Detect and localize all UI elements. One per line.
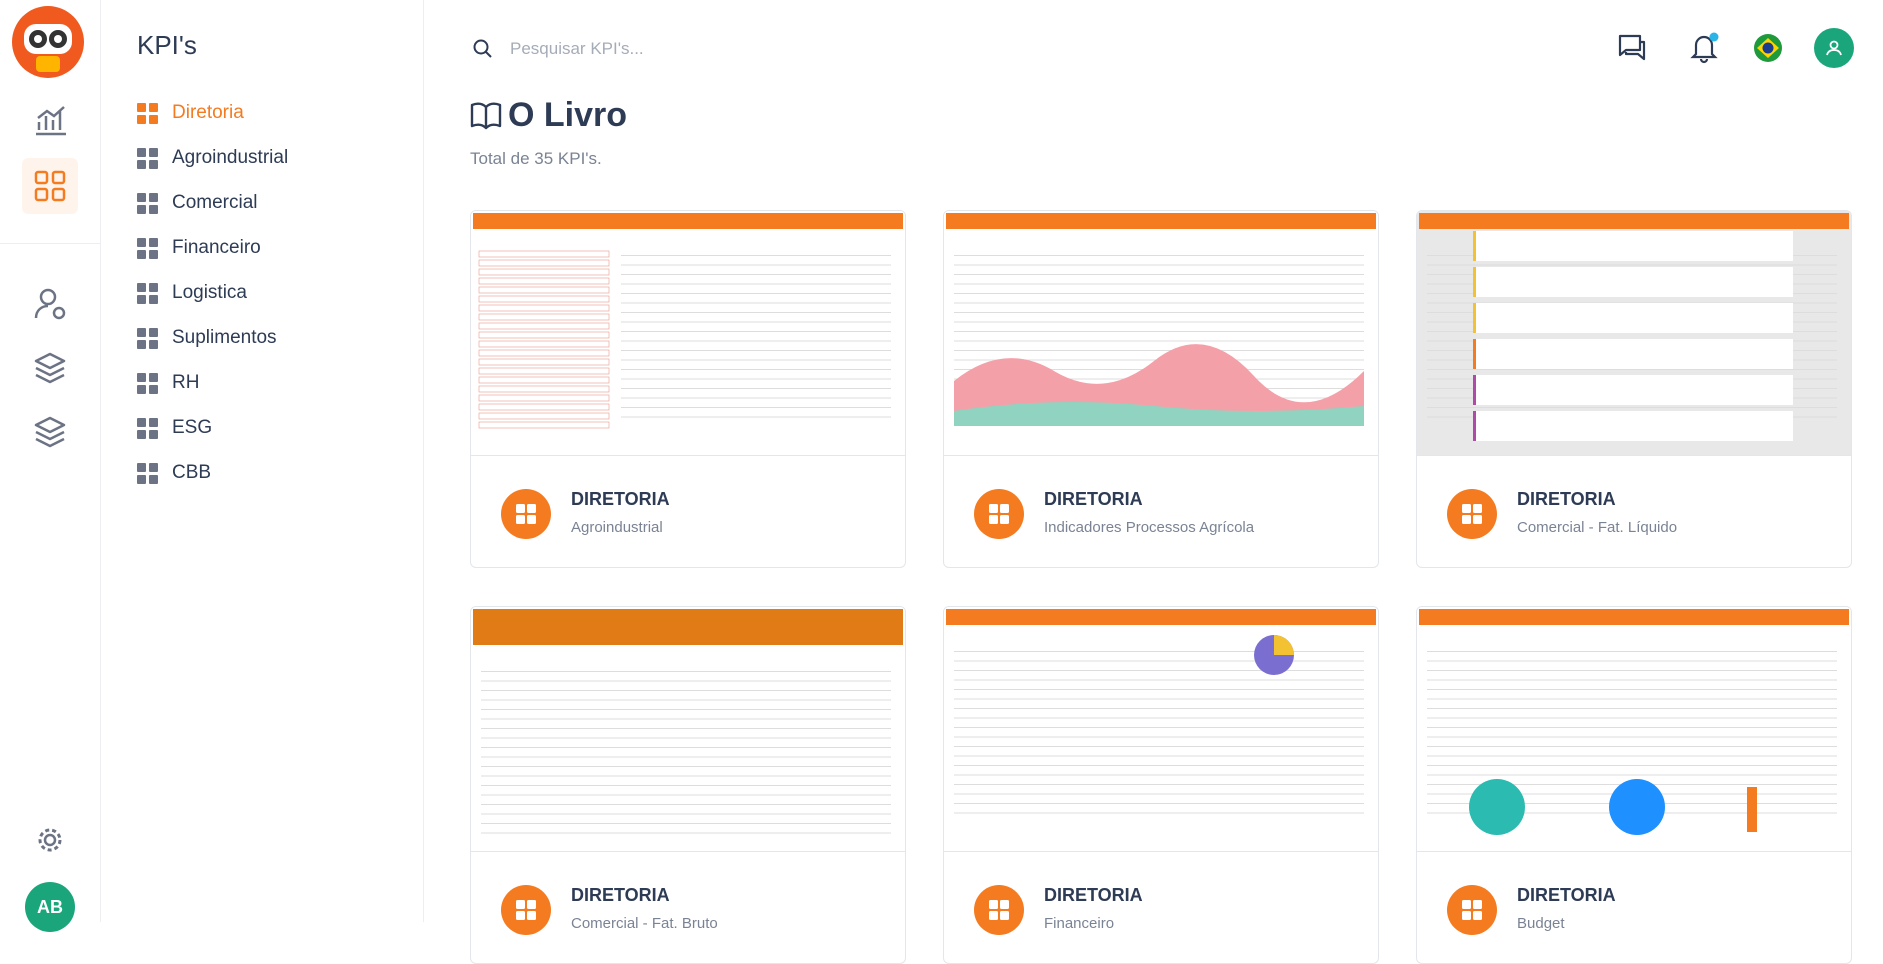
menu-icon — [137, 462, 158, 484]
user-avatar[interactable]: AB — [25, 882, 75, 932]
menu-icon — [137, 192, 158, 214]
menu-icon — [137, 417, 158, 439]
menu-item[interactable]: Financeiro — [137, 237, 261, 259]
card-subtitle: Budget — [1517, 915, 1565, 932]
card-title: DIRETORIA — [571, 885, 670, 905]
menu-icon — [137, 372, 158, 394]
kpi-card[interactable]: DIRETORIA Comercial - Fat. Bruto — [470, 606, 906, 964]
card-title: DIRETORIA — [571, 489, 670, 509]
main: Pesquisar KPI's... O Livro Total de 35 K… — [424, 0, 1883, 964]
card-subtitle: Comercial - Fat. Bruto — [571, 915, 718, 932]
kpi-card[interactable]: DIRETORIA Agroindustrial — [470, 210, 906, 568]
kpi-card[interactable]: DIRETORIA Budget — [1416, 606, 1852, 964]
card-icon — [501, 489, 551, 539]
card-title: DIRETORIA — [1517, 489, 1616, 509]
menu-item[interactable]: ESG — [137, 417, 212, 439]
chat-icon[interactable] — [1616, 32, 1650, 64]
icon-rail: AB — [0, 0, 101, 932]
bell-icon[interactable] — [1688, 30, 1722, 64]
card-title: DIRETORIA — [1044, 489, 1143, 509]
page-title: O Livro — [508, 96, 628, 134]
kpi-card[interactable]: DIRETORIA Financeiro — [943, 606, 1379, 964]
menu-item[interactable]: Agroindustrial — [137, 147, 288, 169]
menu-label: CBB — [172, 462, 212, 483]
menu-item[interactable]: Diretoria — [137, 102, 244, 124]
profile-icon[interactable] — [1814, 28, 1854, 68]
menu-icon — [137, 282, 158, 304]
menu-item[interactable]: Suplimentos — [137, 327, 277, 349]
card-title: DIRETORIA — [1044, 885, 1143, 905]
menu-label: Suplimentos — [172, 327, 277, 348]
menu-icon — [137, 147, 158, 169]
kpi-card[interactable]: DIRETORIA Indicadores Processos Agrícola — [943, 210, 1379, 568]
card-subtitle: Agroindustrial — [571, 519, 663, 536]
flag-icon[interactable] — [1754, 34, 1782, 62]
card-icon — [1447, 885, 1497, 935]
menu-label: Agroindustrial — [172, 147, 289, 168]
chart-icon[interactable] — [30, 100, 70, 140]
card-title: DIRETORIA — [1517, 885, 1616, 905]
user-settings-icon[interactable] — [30, 284, 70, 324]
layers-icon[interactable] — [30, 412, 70, 452]
menu-item[interactable]: Comercial — [137, 192, 258, 214]
logo[interactable] — [10, 4, 86, 80]
menu-label: Logistica — [172, 282, 247, 303]
search-icon — [473, 39, 492, 58]
settings-icon[interactable] — [30, 820, 70, 860]
menu-label: Diretoria — [172, 102, 244, 123]
grid-icon[interactable] — [30, 166, 70, 206]
search-input[interactable]: Pesquisar KPI's... — [510, 39, 644, 58]
book-icon — [470, 102, 502, 130]
menu-icon — [137, 237, 158, 259]
menu-label: RH — [172, 372, 200, 393]
menu-item[interactable]: RH — [137, 372, 199, 394]
kpi-card[interactable]: DIRETORIA Comercial - Fat. Líquido — [1416, 210, 1852, 568]
card-icon — [974, 885, 1024, 935]
dashboard-thumbnail — [944, 607, 1378, 852]
dashboard-thumbnail — [471, 607, 905, 852]
kpi-sidebar: KPI's Diretoria Agroindustrial Comercial Fi… — [101, 0, 424, 922]
dashboard-thumbnail — [1417, 607, 1851, 852]
menu-label: ESG — [172, 417, 213, 438]
card-subtitle: Indicadores Processos Agrícola — [1044, 519, 1255, 536]
layers-icon[interactable] — [30, 348, 70, 388]
sidebar-title: KPI's — [137, 30, 197, 60]
card-subtitle: Financeiro — [1044, 915, 1115, 932]
card-subtitle: Comercial - Fat. Líquido — [1517, 519, 1678, 536]
menu-icon — [137, 327, 158, 349]
menu-label: Comercial — [172, 192, 258, 213]
menu-item[interactable]: CBB — [137, 462, 211, 484]
menu-label: Financeiro — [172, 237, 261, 258]
menu-item[interactable]: Logistica — [137, 282, 247, 304]
dashboard-thumbnail — [944, 211, 1378, 456]
dashboard-thumbnail — [1417, 211, 1851, 456]
page-subtitle: Total de 35 KPI's. — [470, 149, 602, 168]
card-icon — [501, 885, 551, 935]
menu-icon — [137, 102, 158, 124]
dashboard-thumbnail — [471, 211, 905, 456]
card-icon — [974, 489, 1024, 539]
divider — [0, 243, 100, 244]
active-bg — [22, 158, 78, 214]
card-icon — [1447, 489, 1497, 539]
